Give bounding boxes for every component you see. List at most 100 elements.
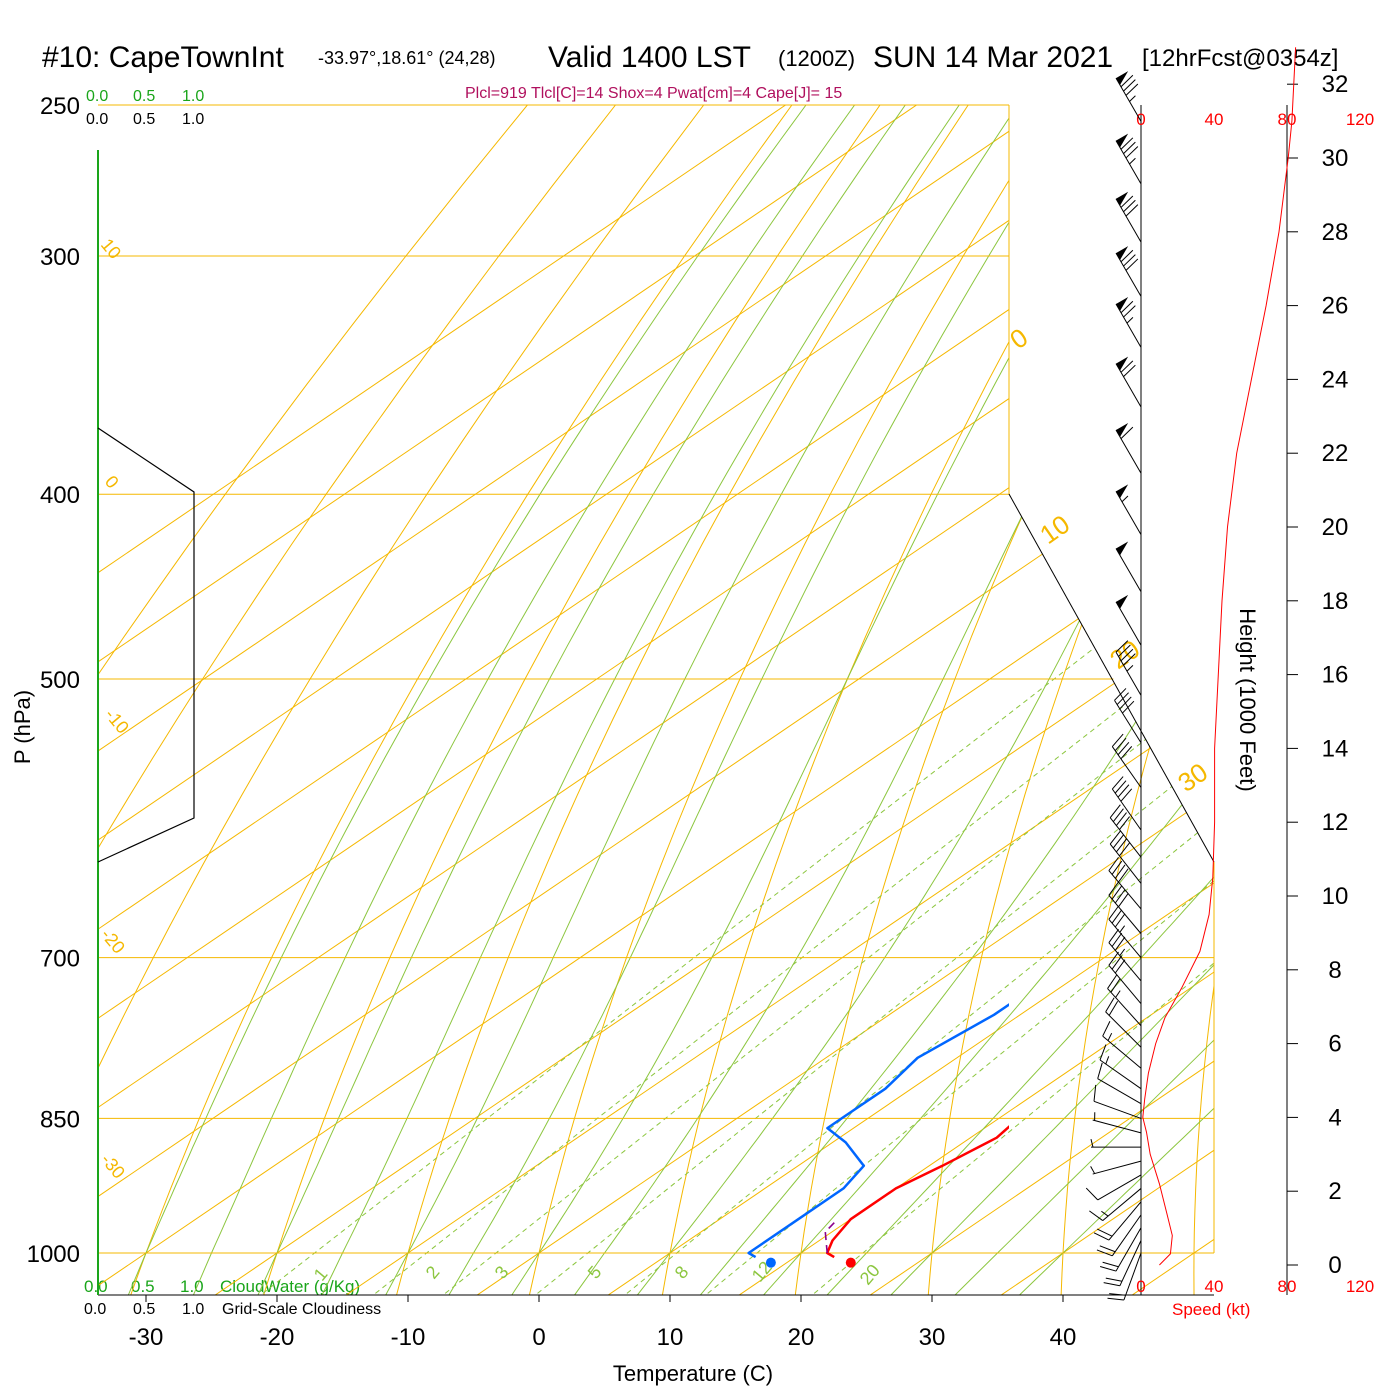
pressure-tick-label: 500 — [40, 667, 80, 694]
wind-panel: 0040408080120120024681012141618202224262… — [1085, 47, 1374, 1301]
wind-barb-full — [1123, 79, 1136, 92]
wind-barb-staff — [1115, 601, 1142, 646]
wind-barb-full — [1107, 974, 1118, 989]
speed-tick-bottom: 80 — [1278, 1277, 1297, 1296]
isotherm-line — [98, 105, 1214, 1295]
height-tick-label: 18 — [1322, 588, 1349, 615]
wind-barb-full — [1099, 1245, 1116, 1253]
wind-barb-full — [1119, 696, 1132, 710]
dry-adiabat-label: -20 — [97, 925, 129, 958]
wind-barb-flag — [1116, 594, 1129, 609]
x-tick-label: -30 — [129, 1324, 164, 1351]
dry-adiabat-label: -10 — [101, 705, 133, 738]
wind-barb — [1115, 594, 1142, 646]
mixing-ratio-line — [537, 493, 1214, 1294]
dry-adiabat-line — [386, 105, 1097, 1295]
wind-barb-staff — [1115, 252, 1142, 297]
wind-barb-full — [1114, 936, 1126, 951]
wind-barb-full — [1114, 959, 1126, 974]
wind-barb-full — [1110, 978, 1121, 993]
height-tick-label: 20 — [1322, 514, 1349, 541]
wind-barb — [1114, 688, 1142, 743]
moist-adiabat-line — [854, 105, 1214, 1295]
cloudiness-profile — [97, 427, 195, 863]
wind-barb-full — [1085, 1187, 1099, 1201]
wind-barb — [1097, 1062, 1142, 1105]
wind-barb-full — [1112, 808, 1124, 822]
mixing-ratio-label: 20 — [856, 1260, 884, 1288]
wind-barb-full — [1125, 204, 1139, 217]
wind-barb-staff — [1093, 1100, 1142, 1119]
wind-barb-staff — [1109, 843, 1142, 884]
wind-barb-full — [1107, 1297, 1124, 1301]
x-tick-label: 10 — [657, 1324, 684, 1351]
wind-barb-full — [1103, 1282, 1120, 1287]
wind-barb-full — [1117, 741, 1130, 756]
stability-indices: Plcl=919 Tlcl[C]=14 Shox=4 Pwat[cm]=4 Ca… — [465, 85, 842, 102]
wind-barb-full — [1089, 1210, 1103, 1221]
wind-barb-staff — [1097, 1174, 1142, 1201]
cloud-scale-bottom-green-0: 0.0 — [84, 1277, 108, 1296]
pressure-tick-label: 400 — [40, 482, 80, 509]
pressure-tick-label: 1000 — [27, 1241, 80, 1268]
dry-adiabat-label: 0 — [101, 472, 123, 493]
y-axis-title: P (hPa) — [10, 690, 35, 764]
isotherm-line — [98, 105, 1058, 1295]
wind-barb — [1107, 1252, 1142, 1301]
wind-barb-full — [1117, 784, 1130, 798]
wind-barb-staff — [1108, 895, 1142, 934]
isotherm-line — [98, 105, 1214, 1295]
wind-barb — [1115, 191, 1142, 243]
wind-barb-full — [1123, 199, 1136, 213]
dry-adiabat-line — [98, 105, 849, 1295]
dry-adiabat-label: -30 — [97, 1150, 129, 1183]
height-tick-label: 10 — [1322, 883, 1349, 910]
wind-barb-staff — [1115, 1227, 1142, 1272]
cloud-scale-top-green-0: 0.0 — [86, 88, 108, 105]
wind-barb-staff — [1115, 198, 1142, 243]
isotherm-line — [815, 105, 1214, 1295]
height-tick-label: 8 — [1328, 957, 1341, 984]
dry-adiabat-line — [98, 105, 767, 1295]
wind-barb-half — [1129, 95, 1136, 102]
wind-barb-flag — [1116, 541, 1129, 556]
wind-barb-full — [1111, 885, 1123, 900]
cloud-scale-bottom-black-1: 0.5 — [133, 1301, 155, 1318]
wind-barb-full — [1125, 258, 1139, 271]
wind-barb-staff — [1092, 1160, 1142, 1175]
wind-barb — [1115, 133, 1142, 185]
height-tick-label: 2 — [1328, 1178, 1341, 1205]
wind-barb-full — [1114, 780, 1127, 794]
cloud-scale-bottom-black-0: 0.0 — [84, 1301, 106, 1318]
sounding-series — [747, 1003, 1009, 1268]
wind-barb-full — [1120, 249, 1134, 263]
wind-barb-staff — [1115, 77, 1142, 122]
wind-barb — [1102, 1021, 1142, 1069]
speed-tick-bottom: 0 — [1136, 1277, 1145, 1296]
wind-barb-flag — [1116, 297, 1129, 311]
wind-barb-full — [1108, 1001, 1119, 1016]
wind-barb-half — [1090, 1139, 1094, 1148]
wind-barb-full — [1114, 864, 1126, 879]
isotherm-line — [291, 105, 1214, 1295]
cloud-scale-top-green-1: 0.5 — [133, 88, 155, 105]
mixing-ratio-line — [444, 493, 1214, 1294]
x-tick-label: -20 — [260, 1324, 295, 1351]
wind-barb-full — [1114, 688, 1127, 701]
isotherm-line — [98, 105, 1214, 1295]
frame-diagonal — [1008, 493, 1215, 863]
wind-barb-full — [1118, 868, 1129, 883]
moist-adiabat-line — [176, 105, 933, 1295]
wind-barb-full — [1111, 932, 1123, 947]
isotherm-line — [98, 105, 1214, 1295]
isobars — [98, 104, 1214, 1254]
cloud-scale-top-black-0: 0.0 — [86, 111, 108, 128]
wind-barb — [1109, 804, 1142, 858]
wind-barb — [1109, 830, 1142, 884]
wind-barb-full — [1111, 776, 1124, 790]
wind-barb-full — [1123, 653, 1136, 666]
wind-barb-full — [1105, 1277, 1123, 1282]
moist-adiabat-label: 10 — [1034, 509, 1075, 550]
